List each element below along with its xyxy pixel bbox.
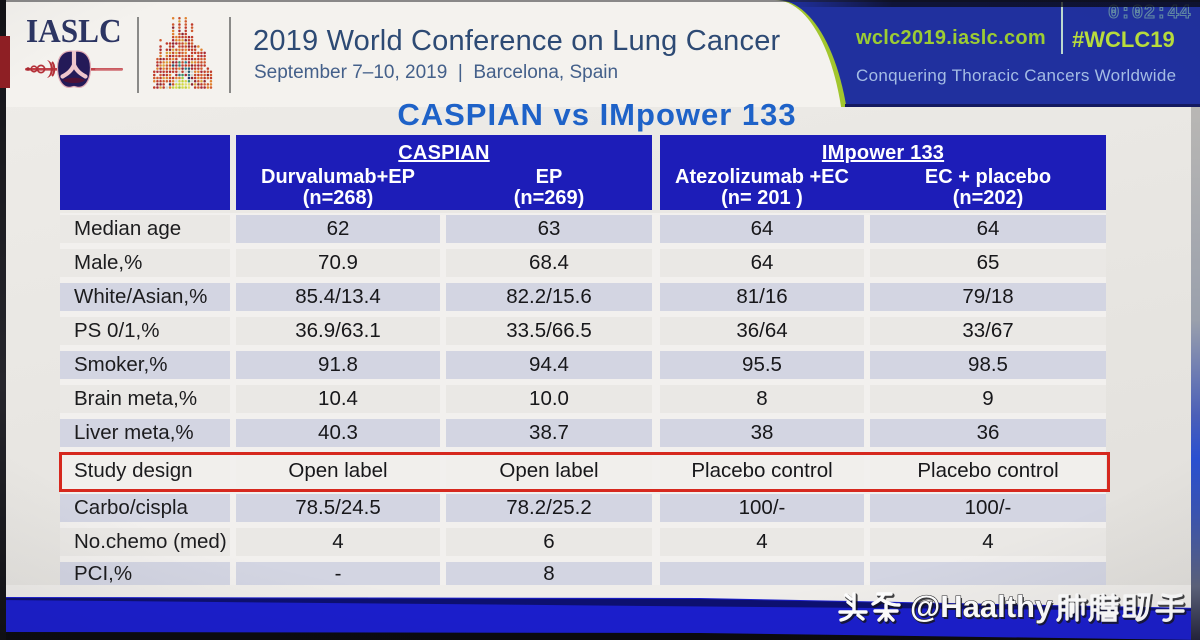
svg-text:@Haalthy: @Haalthy — [912, 591, 1055, 626]
svg-text:@Haalthy: @Haalthy — [910, 589, 1053, 624]
